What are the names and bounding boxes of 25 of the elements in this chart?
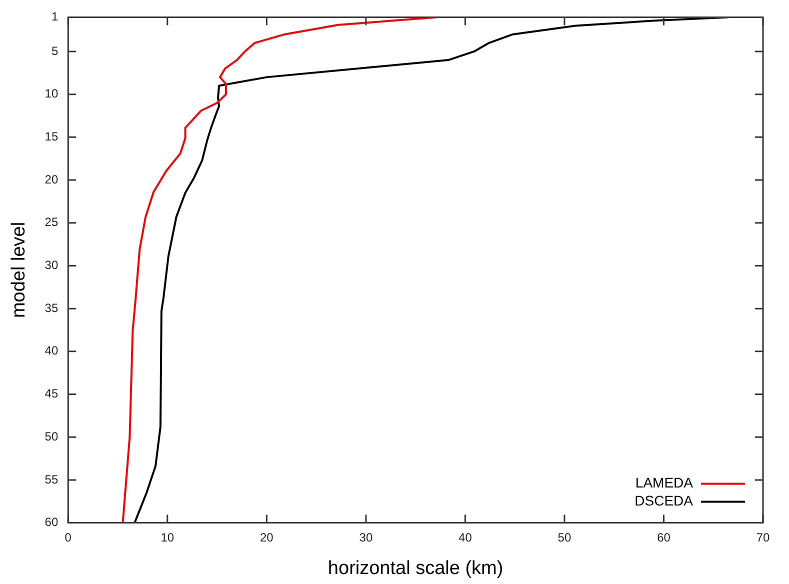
y-tick-label: 1 — [51, 10, 58, 24]
y-tick-label: 25 — [44, 215, 58, 230]
y-tick-label: 35 — [44, 300, 58, 315]
y-tick-label: 55 — [44, 472, 58, 486]
x-tick-label: 0 — [64, 530, 72, 544]
x-tick-label: 20 — [260, 530, 274, 544]
y-tick-label: 50 — [44, 429, 58, 444]
y-tick-label: 15 — [44, 129, 58, 144]
y-tick-label: 40 — [44, 344, 58, 358]
legend-label: LAMEDA — [635, 474, 694, 491]
y-tick-label: 5 — [51, 44, 58, 58]
x-tick-label: 30 — [359, 530, 373, 544]
y-tick-label: 30 — [44, 258, 58, 272]
x-tick-label: 70 — [756, 530, 770, 544]
x-tick-label: 10 — [160, 530, 174, 544]
y-tick-label: 45 — [44, 386, 58, 401]
x-tick-label: 40 — [458, 530, 472, 544]
y-tick-label: 20 — [44, 172, 58, 186]
x-tick-label: 50 — [558, 530, 572, 544]
y-tick-label: 10 — [44, 86, 58, 101]
x-axis-title: horizontal scale (km) — [328, 558, 504, 579]
x-tick-label: 60 — [657, 530, 671, 544]
y-tick-label: 60 — [44, 515, 58, 530]
y-axis-title: model level — [8, 222, 30, 318]
legend-label: DSCEDA — [634, 492, 694, 509]
